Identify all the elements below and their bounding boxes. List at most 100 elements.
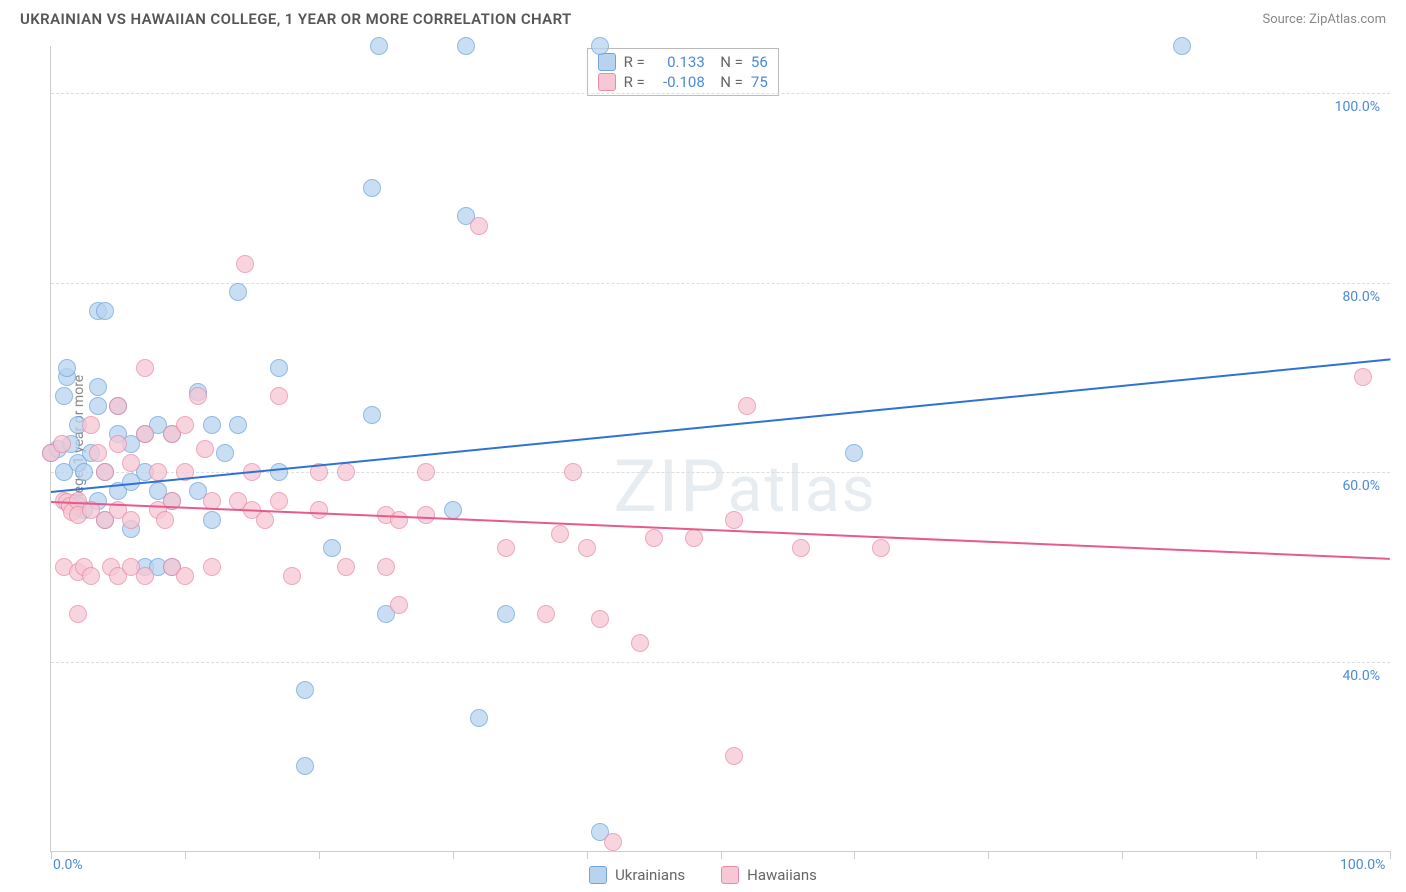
stats-row: R =-0.108 N =75 [598, 73, 768, 91]
scatter-point [390, 596, 408, 614]
scatter-point [872, 539, 890, 557]
scatter-point [738, 397, 756, 415]
scatter-point [89, 397, 107, 415]
n-value: 56 [751, 53, 768, 71]
scatter-point [55, 387, 73, 405]
scatter-point [377, 558, 395, 576]
x-tick [51, 851, 52, 859]
series-swatch [598, 73, 616, 91]
scatter-point [337, 558, 355, 576]
legend-swatch [589, 866, 607, 884]
scatter-point [323, 539, 341, 557]
x-tick [185, 851, 186, 859]
scatter-point [96, 463, 114, 481]
scatter-point [283, 567, 301, 585]
scatter-point [591, 37, 609, 55]
scatter-point [564, 463, 582, 481]
scatter-point [256, 511, 274, 529]
x-tick [1390, 851, 1391, 859]
scatter-point [845, 444, 863, 462]
scatter-point [196, 440, 214, 458]
scatter-point [578, 539, 596, 557]
scatter-point [1173, 37, 1191, 55]
y-tick-label: 60.0% [1342, 478, 1380, 494]
scatter-point [310, 501, 328, 519]
scatter-point [270, 463, 288, 481]
n-label: N = [713, 53, 743, 71]
scatter-point [122, 511, 140, 529]
scatter-point [497, 539, 515, 557]
scatter-point [109, 397, 127, 415]
gridline [51, 662, 1390, 663]
r-label: R = [624, 73, 645, 91]
legend-swatch [721, 866, 739, 884]
r-value: 0.133 [653, 53, 705, 71]
scatter-point [229, 416, 247, 434]
scatter-point [725, 511, 743, 529]
scatter-point [604, 833, 622, 851]
legend-item: Ukrainians [589, 866, 685, 884]
scatter-point [685, 529, 703, 547]
scatter-point [792, 539, 810, 557]
scatter-point [417, 463, 435, 481]
scatter-point [136, 359, 154, 377]
x-tick [1256, 851, 1257, 859]
plot-area: ZIPatlas R = 0.133 N = 56 R =-0.108 N =75 4… [50, 46, 1390, 852]
y-tick-label: 40.0% [1342, 668, 1380, 684]
gridline [51, 93, 1390, 94]
scatter-point [216, 444, 234, 462]
chart-area: ZIPatlas R = 0.133 N = 56 R =-0.108 N =75 4… [50, 46, 1390, 852]
scatter-point [69, 605, 87, 623]
scatter-point [58, 359, 76, 377]
scatter-point [270, 492, 288, 510]
scatter-point [551, 525, 569, 543]
source-label: Source: ZipAtlas.com [1262, 12, 1386, 27]
scatter-point [75, 463, 93, 481]
y-tick-label: 100.0% [1335, 99, 1380, 115]
scatter-point [270, 359, 288, 377]
correlation-stats-box: R = 0.133 N = 56 R =-0.108 N =75 [587, 48, 779, 96]
n-value: 75 [751, 73, 768, 91]
scatter-point [109, 435, 127, 453]
scatter-point [236, 255, 254, 273]
scatter-point [149, 463, 167, 481]
scatter-point [82, 416, 100, 434]
x-tick [587, 851, 588, 859]
x-tick [721, 851, 722, 859]
scatter-point [363, 179, 381, 197]
scatter-point [136, 425, 154, 443]
scatter-point [176, 567, 194, 585]
bottom-legend: Ukrainians Hawaiians [0, 866, 1406, 884]
x-tick [453, 851, 454, 859]
scatter-point [89, 444, 107, 462]
chart-title: UKRAINIAN VS HAWAIIAN COLLEGE, 1 YEAR OR… [20, 10, 572, 28]
legend-label: Ukrainians [615, 866, 685, 884]
legend-label: Hawaiians [747, 866, 817, 884]
scatter-point [82, 567, 100, 585]
scatter-point [390, 511, 408, 529]
scatter-point [470, 217, 488, 235]
scatter-point [470, 709, 488, 727]
scatter-point [189, 387, 207, 405]
scatter-point [53, 435, 71, 453]
x-tick [854, 851, 855, 859]
scatter-point [725, 747, 743, 765]
scatter-point [497, 605, 515, 623]
scatter-point [296, 757, 314, 775]
scatter-point [457, 37, 475, 55]
scatter-point [203, 558, 221, 576]
watermark: ZIPatlas [613, 444, 876, 529]
legend-item: Hawaiians [721, 866, 817, 884]
scatter-point [537, 605, 555, 623]
scatter-point [270, 387, 288, 405]
scatter-point [203, 511, 221, 529]
x-tick [1122, 851, 1123, 859]
scatter-point [363, 406, 381, 424]
x-tick [319, 851, 320, 859]
scatter-point [444, 501, 462, 519]
scatter-point [631, 634, 649, 652]
scatter-point [96, 302, 114, 320]
scatter-point [296, 681, 314, 699]
gridline [51, 283, 1390, 284]
scatter-point [370, 37, 388, 55]
